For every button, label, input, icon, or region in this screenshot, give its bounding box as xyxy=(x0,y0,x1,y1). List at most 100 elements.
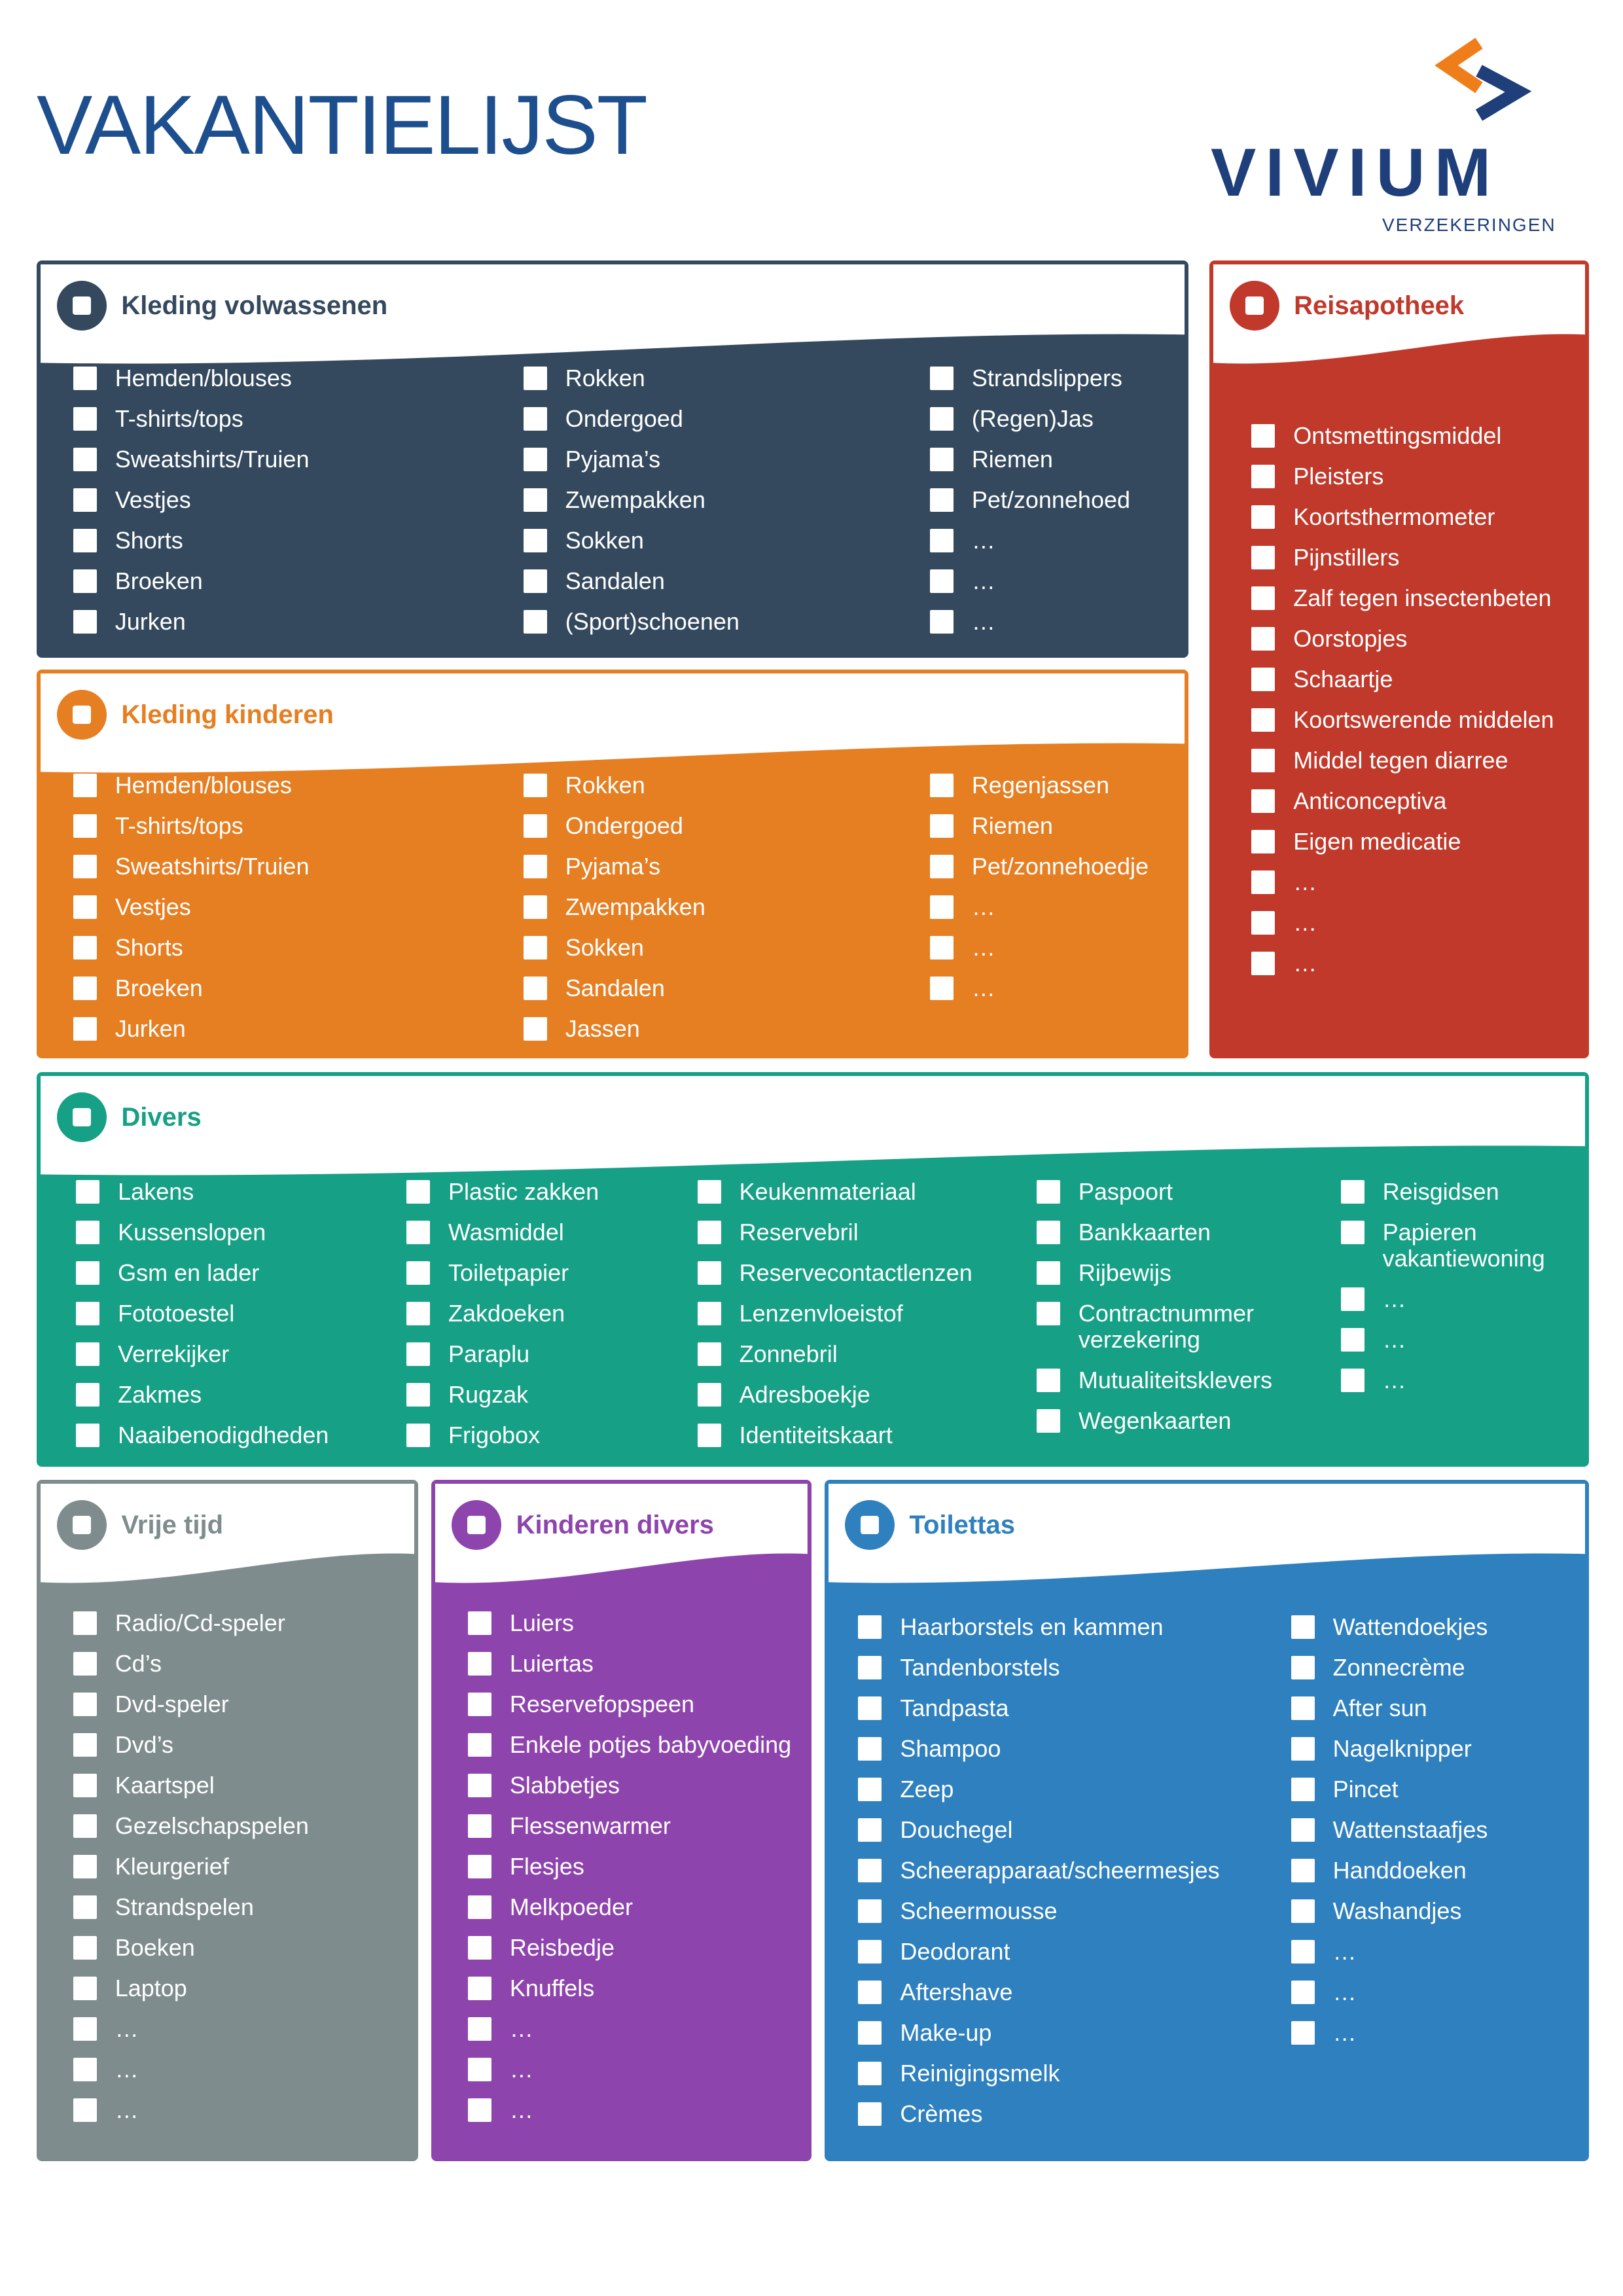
checkbox[interactable] xyxy=(929,448,954,472)
checkbox[interactable] xyxy=(406,1179,431,1204)
checkbox[interactable] xyxy=(73,773,97,797)
checkbox[interactable] xyxy=(467,1935,491,1960)
checkbox[interactable] xyxy=(1251,951,1275,975)
checkbox[interactable] xyxy=(1291,1778,1315,1802)
checkbox[interactable] xyxy=(523,569,547,594)
checkbox[interactable] xyxy=(73,407,97,431)
checkbox[interactable] xyxy=(73,935,97,960)
checkbox[interactable] xyxy=(73,895,97,919)
checkbox[interactable] xyxy=(523,448,547,472)
checkbox[interactable] xyxy=(1251,748,1275,772)
checkbox[interactable] xyxy=(697,1220,721,1244)
checkbox[interactable] xyxy=(1036,1368,1060,1392)
checkbox[interactable] xyxy=(73,569,97,594)
checkbox[interactable] xyxy=(73,976,97,1000)
checkbox[interactable] xyxy=(76,1301,100,1325)
checkbox[interactable] xyxy=(1340,1368,1364,1392)
checkbox[interactable] xyxy=(73,1854,97,1878)
checkbox[interactable] xyxy=(697,1382,721,1407)
checkbox[interactable] xyxy=(697,1423,721,1447)
checkbox[interactable] xyxy=(1036,1220,1060,1244)
checkbox[interactable] xyxy=(73,1732,97,1757)
checkbox[interactable] xyxy=(406,1220,431,1244)
checkbox[interactable] xyxy=(467,1651,491,1676)
checkbox[interactable] xyxy=(406,1301,431,1325)
checkbox[interactable] xyxy=(523,854,547,878)
checkbox[interactable] xyxy=(467,1773,491,1797)
checkbox[interactable] xyxy=(1251,464,1275,488)
checkbox[interactable] xyxy=(1291,1899,1315,1924)
checkbox[interactable] xyxy=(1251,789,1275,813)
checkbox[interactable] xyxy=(467,2057,491,2081)
checkbox[interactable] xyxy=(467,2098,491,2122)
checkbox[interactable] xyxy=(858,1940,882,1964)
checkbox[interactable] xyxy=(406,1342,431,1366)
checkbox[interactable] xyxy=(76,1382,100,1407)
checkbox[interactable] xyxy=(1340,1327,1364,1352)
checkbox[interactable] xyxy=(1251,667,1275,691)
checkbox[interactable] xyxy=(858,2021,882,2045)
checkbox[interactable] xyxy=(858,1656,882,1680)
checkbox[interactable] xyxy=(1036,1408,1060,1433)
checkbox[interactable] xyxy=(406,1382,431,1407)
checkbox[interactable] xyxy=(1291,1737,1315,1761)
checkbox[interactable] xyxy=(929,773,954,797)
checkbox[interactable] xyxy=(73,1651,97,1676)
checkbox[interactable] xyxy=(858,1981,882,2005)
checkbox[interactable] xyxy=(1036,1261,1060,1285)
checkbox[interactable] xyxy=(697,1261,721,1285)
checkbox[interactable] xyxy=(467,1732,491,1757)
checkbox[interactable] xyxy=(929,854,954,878)
checkbox[interactable] xyxy=(1251,626,1275,651)
checkbox[interactable] xyxy=(467,1895,491,1919)
checkbox[interactable] xyxy=(929,976,954,1000)
checkbox[interactable] xyxy=(1251,545,1275,569)
checkbox[interactable] xyxy=(1340,1220,1364,1244)
checkbox[interactable] xyxy=(929,488,954,512)
checkbox[interactable] xyxy=(73,854,97,878)
checkbox[interactable] xyxy=(73,1976,97,2000)
checkbox[interactable] xyxy=(406,1261,431,1285)
checkbox[interactable] xyxy=(76,1423,100,1447)
checkbox[interactable] xyxy=(1340,1179,1364,1204)
checkbox[interactable] xyxy=(1291,1696,1315,1721)
checkbox[interactable] xyxy=(523,814,547,838)
checkbox[interactable] xyxy=(73,367,97,391)
checkbox[interactable] xyxy=(858,1859,882,1883)
checkbox[interactable] xyxy=(858,1778,882,1802)
checkbox[interactable] xyxy=(73,2017,97,2041)
checkbox[interactable] xyxy=(1251,505,1275,529)
checkbox[interactable] xyxy=(929,407,954,431)
checkbox[interactable] xyxy=(929,529,954,553)
checkbox[interactable] xyxy=(1036,1301,1060,1325)
checkbox[interactable] xyxy=(858,2102,882,2126)
checkbox[interactable] xyxy=(1251,708,1275,732)
checkbox[interactable] xyxy=(929,610,954,634)
checkbox[interactable] xyxy=(76,1261,100,1285)
checkbox[interactable] xyxy=(697,1301,721,1325)
checkbox[interactable] xyxy=(929,367,954,391)
checkbox[interactable] xyxy=(467,1692,491,1716)
checkbox[interactable] xyxy=(523,407,547,431)
checkbox[interactable] xyxy=(523,895,547,919)
checkbox[interactable] xyxy=(73,1814,97,1838)
checkbox[interactable] xyxy=(73,2098,97,2122)
checkbox[interactable] xyxy=(929,895,954,919)
checkbox[interactable] xyxy=(467,1611,491,1635)
checkbox[interactable] xyxy=(76,1342,100,1366)
checkbox[interactable] xyxy=(523,610,547,634)
checkbox[interactable] xyxy=(73,1895,97,1919)
checkbox[interactable] xyxy=(73,610,97,634)
checkbox[interactable] xyxy=(1291,2021,1315,2045)
checkbox[interactable] xyxy=(73,1692,97,1716)
checkbox[interactable] xyxy=(858,1818,882,1842)
checkbox[interactable] xyxy=(1251,829,1275,853)
checkbox[interactable] xyxy=(1291,1615,1315,1640)
checkbox[interactable] xyxy=(697,1342,721,1366)
checkbox[interactable] xyxy=(73,529,97,553)
checkbox[interactable] xyxy=(1251,910,1275,935)
checkbox[interactable] xyxy=(1036,1179,1060,1204)
checkbox[interactable] xyxy=(697,1179,721,1204)
checkbox[interactable] xyxy=(73,488,97,512)
checkbox[interactable] xyxy=(1251,586,1275,610)
